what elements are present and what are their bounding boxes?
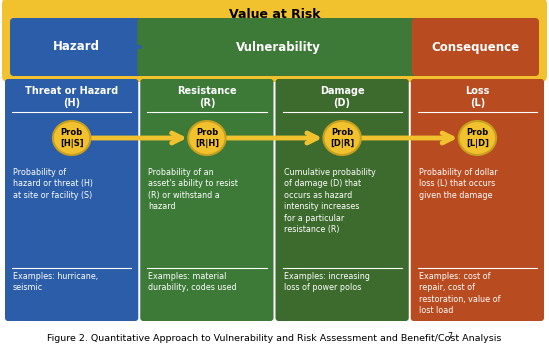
Ellipse shape xyxy=(323,121,361,155)
Text: Consequence: Consequence xyxy=(432,40,519,53)
Text: Prob
[D|R]: Prob [D|R] xyxy=(330,128,354,148)
Text: Figure 2. Quantitative Approach to Vulnerability and Risk Assessment and Benefit: Figure 2. Quantitative Approach to Vulne… xyxy=(47,334,502,343)
Text: Examples: hurricane,
seismic: Examples: hurricane, seismic xyxy=(13,272,98,292)
FancyBboxPatch shape xyxy=(5,79,138,321)
Ellipse shape xyxy=(53,121,91,155)
Text: Vulnerability: Vulnerability xyxy=(236,40,321,53)
Text: Hazard: Hazard xyxy=(53,40,100,53)
Text: Prob
[L|D]: Prob [L|D] xyxy=(466,128,489,148)
Text: Prob
[H|S]: Prob [H|S] xyxy=(60,128,83,148)
Text: 7: 7 xyxy=(447,332,452,341)
Text: Threat or Hazard
(H): Threat or Hazard (H) xyxy=(25,86,118,108)
FancyBboxPatch shape xyxy=(137,18,420,76)
Text: Damage
(D): Damage (D) xyxy=(320,86,365,108)
Text: Examples: increasing
loss of power polos: Examples: increasing loss of power polos xyxy=(283,272,369,292)
FancyBboxPatch shape xyxy=(2,0,547,82)
FancyBboxPatch shape xyxy=(140,79,273,321)
Text: Loss
(L): Loss (L) xyxy=(465,86,490,108)
FancyBboxPatch shape xyxy=(276,79,409,321)
Text: Value at Risk: Value at Risk xyxy=(229,9,320,22)
FancyBboxPatch shape xyxy=(411,79,544,321)
Text: Probability of dollar
loss (L) that occurs
given the damage: Probability of dollar loss (L) that occu… xyxy=(419,168,497,200)
Text: Prob
[R|H]: Prob [R|H] xyxy=(195,128,219,148)
FancyBboxPatch shape xyxy=(10,18,143,76)
Text: Resistance
(R): Resistance (R) xyxy=(177,86,237,108)
Text: Cumulative probability
of damage (D) that
occurs as hazard
intensity increases
f: Cumulative probability of damage (D) tha… xyxy=(283,168,376,234)
Text: Examples: material
durability, codes used: Examples: material durability, codes use… xyxy=(148,272,237,292)
FancyBboxPatch shape xyxy=(412,18,539,76)
Text: Probability of an
asset's ability to resist
(R) or withstand a
hazard: Probability of an asset's ability to res… xyxy=(148,168,238,211)
Ellipse shape xyxy=(458,121,496,155)
Text: Examples: cost of
repair, cost of
restoration, value of
lost load: Examples: cost of repair, cost of restor… xyxy=(419,272,500,316)
Ellipse shape xyxy=(188,121,226,155)
Text: Probability of
hazard or threat (H)
at site or facility (S): Probability of hazard or threat (H) at s… xyxy=(13,168,93,200)
